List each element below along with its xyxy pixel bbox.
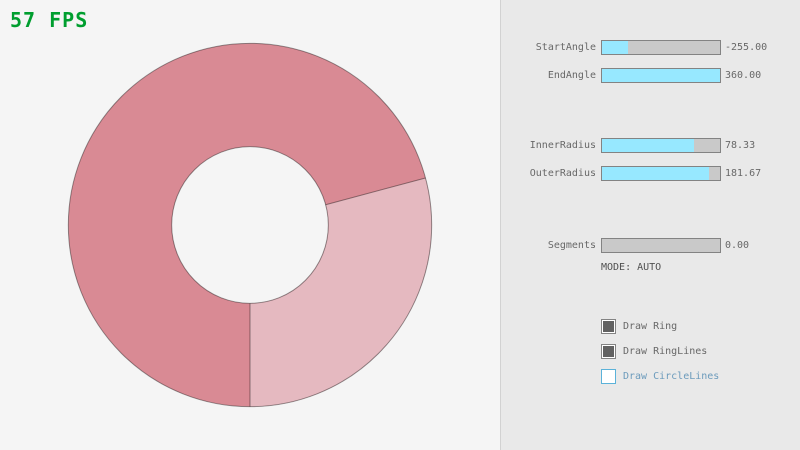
draw-ring-checkbox[interactable] [601, 319, 616, 334]
innerradius-label: InnerRadius [529, 140, 596, 151]
ring-line-start [325, 177, 426, 206]
endangle-value: 360.00 [725, 70, 762, 81]
endangle-label: EndAngle [547, 70, 596, 81]
draw-ringlines-checkmark [603, 346, 614, 357]
fps-counter: 57 FPS [10, 8, 89, 32]
startangle-value: -255.00 [725, 42, 768, 53]
draw-ringlines-label: Draw RingLines [623, 346, 708, 357]
segments-value: 0.00 [725, 240, 750, 251]
slider-row-innerradius: InnerRadius 78.33 [501, 138, 800, 153]
ring-outline-inner [171, 146, 329, 304]
innerradius-value: 78.33 [725, 140, 756, 151]
outerradius-label: OuterRadius [529, 168, 596, 179]
draw-ringlines-checkbox[interactable] [601, 344, 616, 359]
startangle-label: StartAngle [535, 42, 596, 53]
draw-circlelines-label: Draw CircleLines [623, 371, 720, 382]
slider-row-segments: Segments 0.00 [501, 238, 800, 253]
slider-row-endangle: EndAngle 360.00 [501, 68, 800, 83]
segments-slider[interactable] [601, 238, 721, 253]
checkbox-row-draw-ring: Draw Ring [501, 319, 800, 334]
checkbox-row-draw-circlelines: Draw CircleLines [501, 369, 800, 384]
draw-ring-checkmark [603, 321, 614, 332]
draw-ring-label: Draw Ring [623, 321, 678, 332]
checkbox-row-draw-ringlines: Draw RingLines [501, 344, 800, 359]
slider-row-startangle: StartAngle -255.00 [501, 40, 800, 55]
ring-canvas [67, 42, 433, 408]
segments-label: Segments [547, 240, 596, 251]
ring-fill-single [250, 177, 432, 407]
endangle-slider-fill [602, 69, 720, 82]
outerradius-slider[interactable] [601, 166, 721, 181]
startangle-slider-fill [602, 41, 628, 54]
slider-row-outerradius: OuterRadius 181.67 [501, 166, 800, 181]
innerradius-slider[interactable] [601, 138, 721, 153]
controls-panel: StartAngle -255.00 EndAngle 360.00 Inner… [500, 0, 800, 450]
endangle-slider[interactable] [601, 68, 721, 83]
innerradius-slider-fill [602, 139, 695, 152]
outerradius-slider-fill [602, 167, 710, 180]
ring-outline-outer [67, 42, 433, 408]
outerradius-value: 181.67 [725, 168, 762, 179]
draw-circlelines-checkbox[interactable] [601, 369, 616, 384]
mode-indicator: MODE: AUTO [601, 262, 662, 273]
startangle-slider[interactable] [601, 40, 721, 55]
